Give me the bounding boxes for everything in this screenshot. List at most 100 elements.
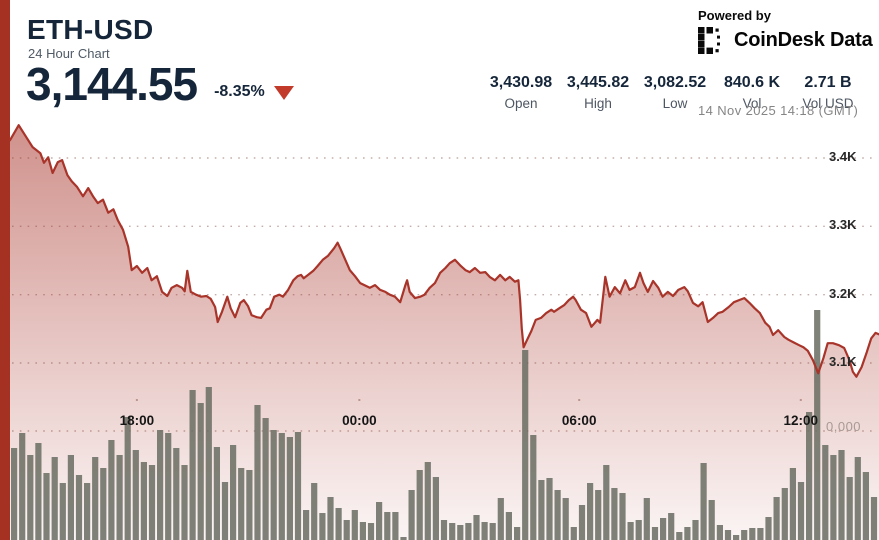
stat-label: Vol [742,96,762,111]
volume-bar [384,512,391,540]
volume-bar [100,468,107,540]
volume-bar [854,457,861,540]
x-axis-label: 12:00 [783,413,819,428]
volume-bar [165,433,172,540]
volume-bar [367,523,375,540]
volume-bar [270,430,277,540]
volume-bar [335,508,342,540]
volume-bar [514,527,521,540]
volume-bar [668,513,675,540]
x-axis-label: 18:00 [119,413,155,428]
volume-bar [27,455,34,540]
stat-label: High [584,96,612,111]
volume-bar [449,523,456,540]
volume-bar [181,465,188,540]
volume-bar [67,455,74,540]
volume-bar [733,535,740,540]
volume-bar [92,457,99,540]
volume-bar [327,497,334,540]
volume-bar [635,520,642,540]
volume-bar [221,482,229,540]
coindesk-logo-icon [698,27,720,54]
volume-bar [765,517,772,540]
volume-bar [741,530,748,540]
volume-bar [213,447,220,540]
volume-bar [522,350,529,540]
stat-label: Low [662,96,688,111]
volume-bar [197,403,204,540]
stat-value: 3,430.98 [489,74,553,91]
volume-bar [830,455,837,540]
volume-bar [43,473,50,540]
volume-bar [562,498,569,540]
volume-bar [797,482,805,540]
volume-bar [838,450,845,540]
volume-bar [716,525,723,540]
volume-bar [303,510,310,540]
volume-bar [157,430,164,540]
volume-bar [846,477,853,540]
volume-bar [757,528,764,540]
volume-bar [505,512,512,540]
stat-value: 2.71 B [804,74,852,91]
volume-bar [789,468,796,540]
price-area-fill [10,125,879,540]
stat-value: 3,082.52 [643,74,707,91]
y-axis-label: 3.4K [829,149,857,164]
volume-bar [140,462,147,540]
volume-bar [619,493,626,540]
volume-bar [627,522,634,540]
volume-bar [676,532,683,540]
volume-bar [359,522,366,540]
volume-bar [148,465,156,540]
volume-bar [173,448,180,540]
volume-bar [457,525,464,540]
x-axis-label: 06:00 [561,413,597,428]
y-axis-label: 3.3K [829,217,857,233]
volume-bar [814,310,821,540]
volume-bar [587,483,594,540]
volume-bars [11,310,878,540]
volume-bar [538,480,545,540]
volume-bar [376,502,383,540]
volume-bar [684,527,691,540]
volume-bar [408,490,415,540]
volume-bar [319,513,326,540]
left-accent-stripe [0,0,10,540]
volume-bar [660,518,667,540]
volume-bar [294,432,302,540]
volume-bar [489,523,496,540]
stat-vol-usd: 2.71 B Vol USD [802,74,853,111]
volume-bar [343,520,350,540]
volume-bar [481,522,488,540]
branding-block: Powered by CoinDesk Data 14 Nov 2025 14:… [698,8,879,118]
volume-bar [643,498,650,540]
volume-bar [708,500,715,540]
stat-label: Open [504,96,538,111]
volume-bar [578,505,586,540]
page-title: ETH-USD [27,14,154,45]
volume-bar [205,387,212,540]
volume-bar [651,527,659,540]
volume-axis-partial-label: 0,000 [826,419,862,434]
volume-bar [554,490,561,540]
stat-low: 3,082.52 Low [644,74,706,111]
price-change-percent: -8.35% [214,83,265,101]
volume-bar [473,515,480,540]
coindesk-data-logo[interactable]: CoinDesk Data [698,27,879,54]
volume-bar [465,523,472,540]
volume-bar [781,488,788,540]
volume-bar [238,468,245,540]
volume-bar [246,470,253,540]
volume-bar [773,497,780,540]
volume-bar [530,435,537,540]
volume-bar [311,483,318,540]
current-price: 3,144.55 [26,58,198,110]
price-down-triangle-icon [273,86,294,101]
coindesk-logo-text: CoinDesk Data [734,29,873,51]
volume-bar [108,440,115,540]
volume-bar [862,472,869,540]
volume-bar [692,520,699,540]
volume-bar [424,462,431,540]
